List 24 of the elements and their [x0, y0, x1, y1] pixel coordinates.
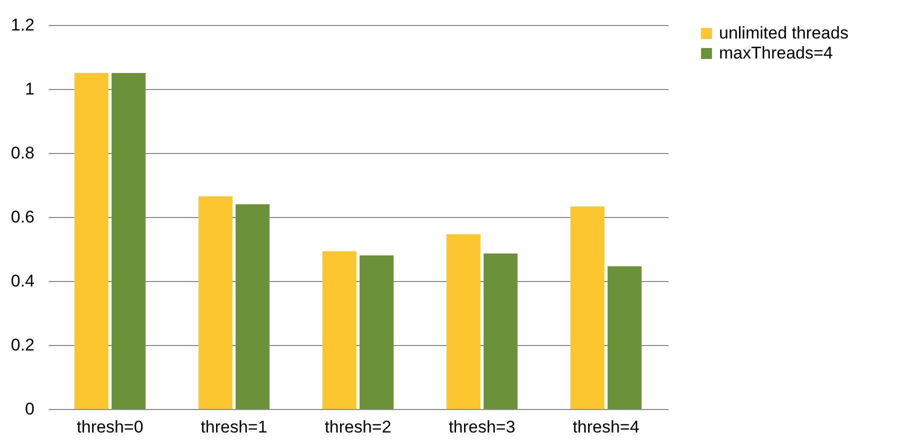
bar [608, 266, 642, 409]
y-tick-label: 0.4 [10, 272, 34, 290]
y-tick-label: 0.6 [10, 208, 34, 226]
y-tick-label: 1.2 [10, 16, 34, 34]
bar [112, 73, 146, 409]
legend-label: unlimited threads [719, 24, 848, 42]
x-tick-label: thresh=1 [200, 418, 268, 436]
bar [74, 73, 108, 409]
y-tick-label: 1 [25, 80, 34, 98]
bar [484, 253, 518, 409]
legend-label: maxThreads=4 [719, 44, 833, 62]
bar [570, 206, 604, 409]
y-tick-label: 0.8 [10, 144, 34, 162]
y-tick-label: 0 [25, 400, 34, 418]
x-tick-label: thresh=3 [448, 418, 516, 436]
x-tick-label: thresh=4 [572, 418, 640, 436]
bar [198, 196, 232, 409]
x-tick-label: thresh=2 [324, 418, 392, 436]
bar [236, 204, 270, 409]
bar [446, 234, 480, 409]
bar [360, 255, 394, 409]
x-tick-label: thresh=0 [76, 418, 144, 436]
y-tick-label: 0.2 [10, 336, 34, 354]
bar [322, 251, 356, 409]
